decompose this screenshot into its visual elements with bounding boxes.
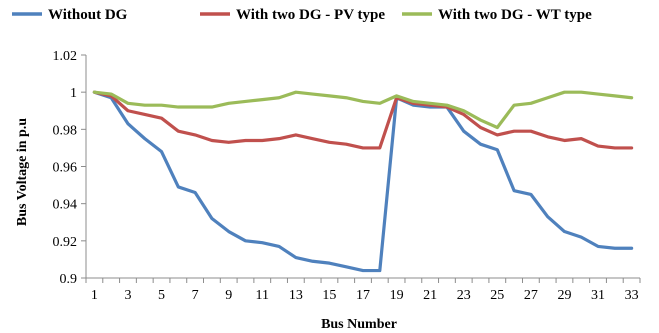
x-tick-label: 5 [158,288,165,303]
series-line-1 [92,90,634,273]
y-axis-title: Bus Voltage in p.u [15,118,30,226]
legend-label-3: With two DG - WT type [438,7,592,23]
y-tick-label: 0.98 [53,123,78,138]
x-tick-label: 17 [356,288,370,303]
x-tick-label: 31 [591,288,605,303]
x-tick-label: 23 [457,288,471,303]
x-tick-label: 15 [322,288,336,303]
x-tick-label: 11 [256,288,269,303]
legend: Without DG With two DG - PV type With two … [12,7,592,23]
x-tick-label: 19 [390,288,404,303]
y-tick-label: 1 [70,86,77,101]
x-tick-label: 21 [423,288,437,303]
x-tick-label: 7 [192,288,199,303]
x-tick-label: 33 [625,288,639,303]
y-tick-label: 0.96 [53,161,78,176]
y-tick-label: 0.92 [53,235,78,250]
series-line-3 [92,90,634,130]
x-axis-ticks: 1 3 5 7 9 11 13 15 17 19 21 23 25 27 29 31 33 [85,278,641,303]
x-tick-label: 25 [490,288,504,303]
y-tick-label: 0.94 [53,198,78,213]
x-tick-label: 27 [524,288,538,303]
series-line-2 [92,90,634,150]
y-tick-label: 0.9 [60,272,78,287]
series-lines [92,90,634,273]
x-tick-label: 1 [91,288,98,303]
x-tick-label: 13 [289,288,303,303]
x-tick-label: 9 [225,288,232,303]
y-tick-label: 1.02 [53,49,78,64]
x-tick-label: 29 [557,288,571,303]
legend-label-2: With two DG - PV type [236,7,385,23]
x-tick-label: 3 [124,288,131,303]
y-axis-ticks: 0.9 0.92 0.94 0.96 0.98 1 1.02 [53,49,86,287]
x-axis-title: Bus Number [321,317,397,332]
legend-label-1: Without DG [48,7,128,23]
